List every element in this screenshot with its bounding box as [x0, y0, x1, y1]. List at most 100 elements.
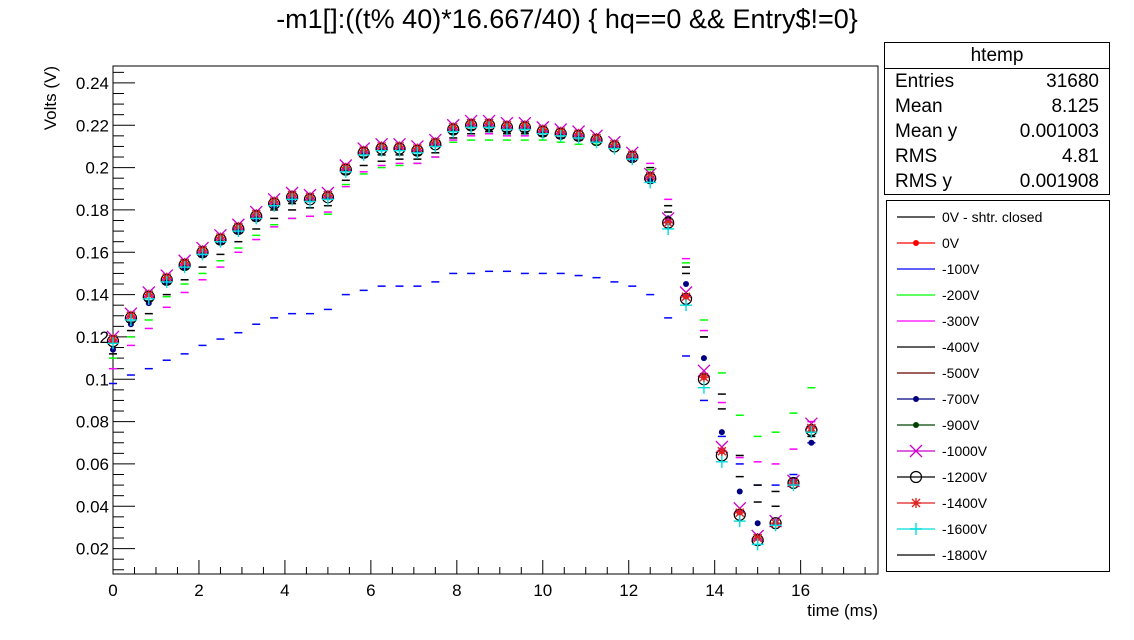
data-point [500, 123, 513, 136]
legend-swatch [897, 372, 935, 374]
stats-row-mean-y: Mean y 0.001003 [885, 119, 1109, 144]
data-point [680, 299, 693, 312]
legend-label: -300V [942, 313, 980, 329]
legend-entry: -1200V [887, 464, 1109, 490]
legend-entry: -1400V [887, 490, 1109, 516]
legend-entry: -700V [887, 386, 1109, 412]
series-1600v [107, 121, 818, 551]
legend-swatch [897, 216, 935, 218]
data-point [303, 195, 316, 208]
stats-label: RMS [895, 146, 938, 167]
stats-label: Mean y [895, 121, 958, 142]
legend-swatch [897, 554, 935, 556]
legend-marker [913, 240, 919, 246]
data-point [681, 291, 692, 302]
legend-label: -400V [942, 339, 980, 355]
legend-entry: -300V [887, 308, 1109, 334]
legend-swatch [897, 523, 935, 535]
stats-label: Mean [895, 96, 943, 117]
data-point [375, 144, 388, 157]
legend-entry: -100V [887, 256, 1109, 282]
y-tick-label: 0.12 [76, 328, 109, 347]
stats-value: 31680 [1046, 71, 1099, 92]
data-point [769, 519, 782, 532]
data-point [142, 292, 155, 305]
data-point [339, 165, 352, 178]
data-point [250, 212, 263, 225]
data-point [321, 193, 334, 206]
data-point [393, 144, 406, 157]
legend-entry: -1600V [887, 516, 1109, 542]
x-tick-label: 6 [366, 581, 375, 600]
x-tick-label: 10 [533, 581, 552, 600]
data-point [357, 148, 370, 161]
data-point [734, 507, 745, 518]
stats-row-rms: RMS 4.81 [885, 144, 1109, 169]
x-tick-label: 14 [705, 581, 724, 600]
data-point [107, 337, 119, 350]
y-tick-label: 0.14 [76, 286, 109, 305]
stats-header: htemp [885, 43, 1109, 69]
data-point [715, 455, 728, 468]
legend-label: -1200V [942, 469, 988, 485]
stats-value: 8.125 [1051, 96, 1099, 117]
data-point [196, 248, 209, 261]
data-point [716, 446, 727, 457]
legend-swatch [897, 294, 935, 296]
stats-box: htemp Entries 31680 Mean 8.125 Mean y 0.… [884, 42, 1110, 195]
x-tick-label: 0 [108, 581, 117, 600]
legend-label: -500V [942, 365, 980, 381]
legend-marker [909, 444, 923, 458]
y-tick-label: 0.24 [76, 74, 109, 93]
legend-swatch [897, 268, 935, 270]
data-point [536, 127, 549, 140]
plot-frame [112, 65, 879, 575]
y-tick-label: 0.08 [76, 413, 109, 432]
data-point [733, 515, 746, 528]
legend-swatch [897, 422, 935, 428]
legend-label: -200V [942, 287, 980, 303]
y-tick-label: 0.18 [76, 201, 109, 220]
x-tick-label: 12 [619, 581, 638, 600]
legend-swatch [897, 320, 935, 322]
y-tick-label: 0.16 [76, 243, 109, 262]
legend-entry: -200V [887, 282, 1109, 308]
x-tick-label: 8 [452, 581, 461, 600]
x-tick-label: 4 [280, 581, 289, 600]
data-point [572, 131, 585, 144]
data-point [700, 355, 707, 362]
data-point [286, 193, 299, 206]
legend-entry: -1000V [887, 438, 1109, 464]
legend-marker [909, 470, 923, 484]
stats-row-rms-y: RMS y 0.001908 [885, 169, 1109, 194]
y-tick-label: 0.2 [85, 159, 109, 178]
stats-label: RMS y [895, 171, 952, 192]
data-point [751, 538, 764, 551]
data-point [268, 199, 281, 212]
legend-entry: -1800V [887, 542, 1109, 568]
stats-label: Entries [895, 71, 955, 92]
data-point [663, 217, 674, 228]
data-point [518, 123, 531, 136]
y-axis-label: Volts (V) [41, 66, 60, 130]
data-point [644, 176, 657, 189]
legend-entry: -500V [887, 360, 1109, 386]
data-point [754, 520, 761, 527]
legend-label: -1800V [942, 547, 988, 563]
data-point [447, 125, 460, 138]
legend-swatch [897, 444, 935, 458]
data-point [160, 275, 173, 288]
y-tick-label: 0.1 [85, 370, 109, 389]
data-point [465, 121, 478, 134]
data-point [662, 222, 675, 235]
stats-row-mean: Mean 8.125 [885, 94, 1109, 119]
legend-label: 0V - shtr. closed [942, 209, 1043, 225]
y-tick-label: 0.22 [76, 116, 109, 135]
legend-swatch [897, 346, 935, 348]
y-tick-label: 0.06 [76, 455, 109, 474]
data-point [645, 171, 656, 182]
x-tick-label: 2 [194, 581, 203, 600]
data-point [232, 225, 245, 238]
chart-title: -m1[]:((t% 40)*16.667/40) { hq==0 && Ent… [276, 4, 858, 34]
